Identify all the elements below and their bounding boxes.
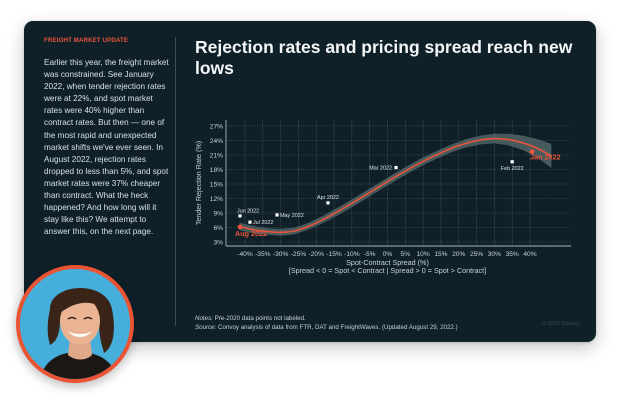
data-point xyxy=(326,201,330,205)
data-point-label: Aug 2022 xyxy=(235,229,267,238)
x-tick-label: 30% xyxy=(488,251,501,258)
presenter-avatar xyxy=(16,265,134,383)
sidebar: FREIGHT MARKET UPDATE Earlier this year,… xyxy=(44,37,172,238)
y-axis-label: Tender Rejection Rate (%) xyxy=(194,141,203,225)
data-point-label: May 2022 xyxy=(280,213,304,219)
x-tick-label: 10% xyxy=(417,251,430,258)
trend-line xyxy=(239,137,552,234)
x-tick-label: -15% xyxy=(326,251,342,258)
y-tick-label: 21% xyxy=(210,152,223,159)
data-point xyxy=(275,213,279,217)
x-tick-label: 0% xyxy=(383,251,393,258)
x-tick-label: 40% xyxy=(523,251,536,258)
confidence-band xyxy=(239,133,552,236)
data-point-label: Jul 2022 xyxy=(253,220,273,226)
confidence-band-area xyxy=(239,133,552,236)
y-tick-label: 6% xyxy=(213,225,223,232)
x-tick-label: 35% xyxy=(506,251,519,258)
y-tick-label: 24% xyxy=(210,138,223,145)
scatter-chart: 3% 6% 9% 12% 15% 18% 21% 24% 27% -40% -35% -30% -25%… xyxy=(194,120,571,275)
axes: 3% 6% 9% 12% 15% 18% 21% 24% 27% -40% -35% -30% -25%… xyxy=(210,120,571,258)
y-tick-label: 27% xyxy=(210,123,223,130)
x-tick-label: 15% xyxy=(434,251,447,258)
notes-label: Notes: xyxy=(195,315,213,322)
data-point-label: Apr 2022 xyxy=(317,195,339,201)
vertical-divider xyxy=(175,37,176,326)
chart-notes: Notes: Pre-2020 data points not labeled.… xyxy=(195,315,458,332)
y-tick-label: 12% xyxy=(210,196,223,203)
x-tick-label: -5% xyxy=(364,251,376,258)
data-points: Jan 2022 Feb 2022 Mar 2022 Apr 2022 May 2022… xyxy=(235,149,561,238)
x-tick-label: -30% xyxy=(273,251,289,258)
x-axis-label: Spot-Contract Spread (%) xyxy=(346,258,429,267)
y-tick-label: 3% xyxy=(213,239,223,246)
trend-line-path xyxy=(239,137,552,234)
notes-line: Notes: Pre-2020 data points not labeled. xyxy=(195,315,458,324)
x-tick-label: -10% xyxy=(344,251,360,258)
data-point-highlight xyxy=(529,149,535,155)
x-tick-label: 5% xyxy=(401,251,411,258)
x-tick-label: -40% xyxy=(237,251,253,258)
data-point-highlight xyxy=(237,224,243,230)
source-line: Source: Convoy analysis of data from FTR… xyxy=(195,324,458,333)
copyright: © 2022 Convoy xyxy=(542,321,580,327)
x-tick-label: 25% xyxy=(470,251,483,258)
x-tick-label: -35% xyxy=(255,251,271,258)
data-point xyxy=(248,220,252,224)
y-tick-label: 18% xyxy=(210,167,223,174)
x-axis-sublabel: [Spread < 0 = Spot < Contract | Spread >… xyxy=(289,266,486,275)
data-point-label: Jan 2022 xyxy=(530,153,560,162)
data-point-label: Mar 2022 xyxy=(369,166,392,172)
chart-title: Rejection rates and pricing spread reach… xyxy=(195,37,573,78)
data-point xyxy=(238,214,242,218)
section-kicker: FREIGHT MARKET UPDATE xyxy=(44,37,129,44)
x-tick-label: 20% xyxy=(452,251,465,258)
x-tick-label: -25% xyxy=(291,251,307,258)
data-point-label: Feb 2022 xyxy=(501,166,524,172)
source-text: Convoy analysis of data from FTR, DAT an… xyxy=(216,323,458,331)
data-point xyxy=(394,165,398,170)
x-tick-label: -20% xyxy=(309,251,325,258)
data-point xyxy=(510,160,514,164)
data-point-label: Jun 2022 xyxy=(237,208,259,214)
y-tick-label: 9% xyxy=(213,210,223,217)
intro-paragraph: Earlier this year, the freight market wa… xyxy=(44,58,169,237)
portrait-illustration xyxy=(20,269,130,379)
source-label: Source: xyxy=(195,323,217,331)
y-tick-label: 15% xyxy=(210,181,223,188)
notes-text: Pre-2020 data points not labeled. xyxy=(212,315,306,322)
